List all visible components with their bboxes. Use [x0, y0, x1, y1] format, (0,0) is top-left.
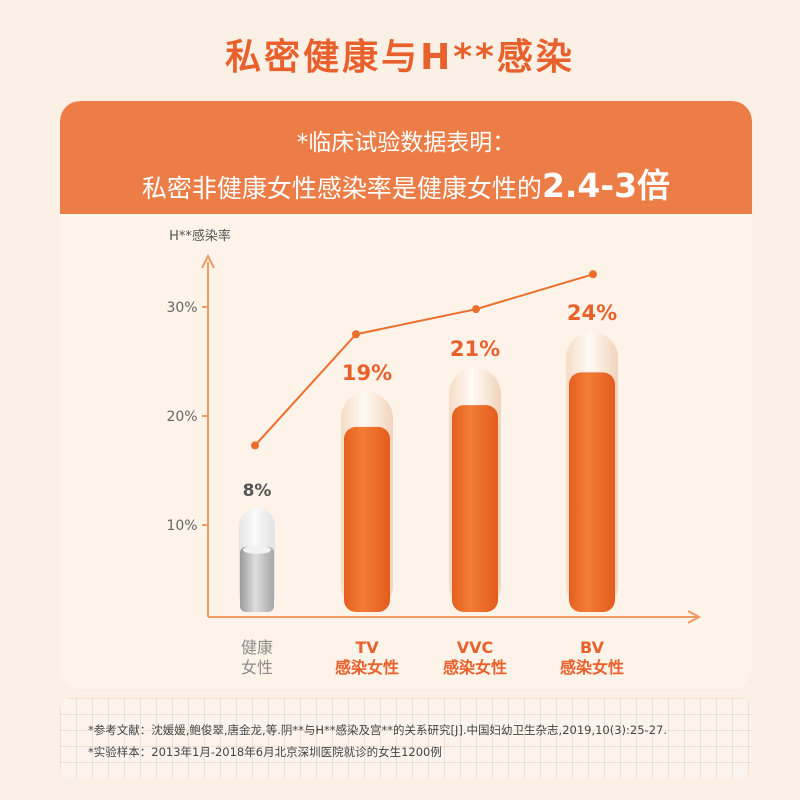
trend-point	[589, 270, 597, 279]
category-label: VVC	[457, 638, 494, 657]
category-label: 女性	[241, 658, 273, 677]
trend-line	[254, 273, 594, 447]
y-axis-arrow	[201, 253, 215, 269]
bar-value-label: 24%	[567, 301, 617, 325]
trend-point	[251, 441, 259, 450]
bar-value-label: 21%	[450, 337, 500, 361]
category-label: TV	[355, 638, 379, 657]
header-highlight-ratio: 2.4-3倍	[541, 166, 671, 205]
chart-card: *临床试验数据表明： 私密非健康女性感染率是健康女性的2.4-3倍	[60, 101, 752, 689]
bar	[569, 372, 615, 612]
header-line-1: *临床试验数据表明：	[296, 130, 516, 156]
references-panel: *参考文献：沈媛媛,鲍俊翠,唐金龙,等.阴**与H**感染及宫**的关系研究[J…	[60, 698, 752, 778]
bar-top-cap	[243, 545, 271, 554]
trend-point	[352, 330, 360, 339]
category-label: 感染女性	[335, 658, 399, 677]
x-axis-arrow	[687, 610, 702, 624]
y-tick-label: 10%	[166, 518, 197, 534]
reference-citation: *参考文献：沈媛媛,鲍俊翠,唐金龙,等.阴**与H**感染及宫**的关系研究[J…	[88, 723, 667, 737]
header-line-2: 私密非健康女性感染率是健康女性的2.4-3倍	[60, 159, 752, 207]
header-line-2-prefix: 私密非健康女性感染率是健康女性的	[141, 174, 542, 203]
category-label: 感染女性	[560, 658, 624, 677]
y-tick-label: 20%	[166, 409, 197, 425]
card-header: *临床试验数据表明： 私密非健康女性感染率是健康女性的2.4-3倍	[60, 101, 752, 214]
bar	[452, 405, 498, 612]
category-label: 健康	[241, 638, 273, 657]
page-title: 私密健康与H**感染	[225, 37, 575, 78]
y-axis-label: H**感染率	[169, 228, 231, 244]
category-label: BV	[580, 638, 605, 657]
trend-point	[472, 305, 480, 314]
y-tick-label: 30%	[166, 300, 197, 316]
reference-sample: *实验样本：2013年1月-2018年6月北京深圳医院就诊的女生1200例	[88, 745, 442, 759]
bar-value-label: 8%	[243, 481, 272, 501]
bar	[344, 426, 390, 612]
bar-value-label: 19%	[342, 361, 392, 385]
category-label: 感染女性	[443, 658, 507, 677]
bar	[240, 546, 274, 612]
